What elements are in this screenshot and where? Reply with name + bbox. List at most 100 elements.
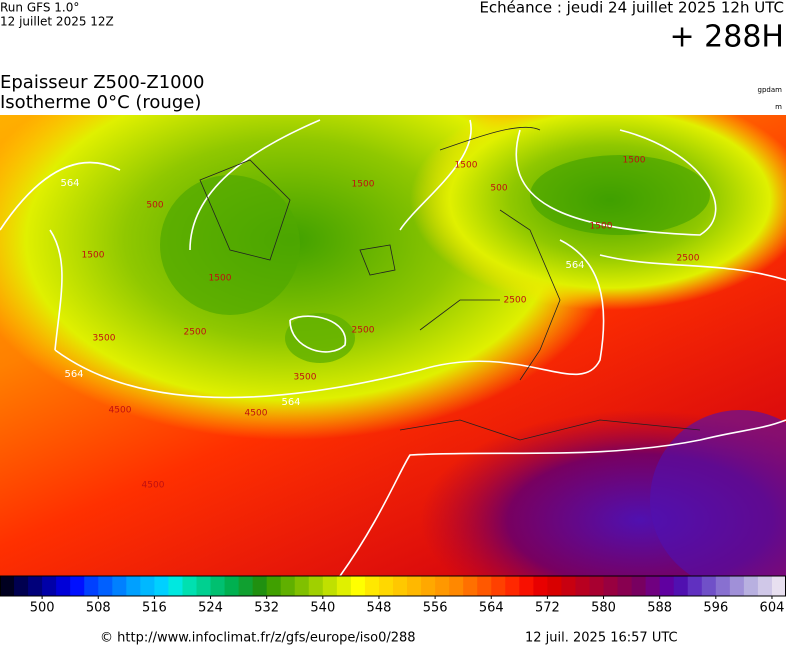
- colorbar-tick-label: 604: [760, 601, 785, 616]
- colorbar-tick-label: 516: [142, 601, 167, 616]
- colorbar-swatch: [378, 576, 394, 596]
- colorbar-swatch: [715, 576, 731, 596]
- colorbar-swatch: [561, 576, 576, 596]
- freezing-label: 4500: [109, 406, 132, 416]
- freezing-label: 1500: [623, 156, 646, 166]
- colorbar-swatch: [336, 576, 352, 596]
- freezing-label: 1500: [209, 274, 232, 284]
- colorbar-swatch: [673, 576, 689, 596]
- thickness-label: 564: [64, 369, 83, 380]
- colorbar-tick-label: 548: [367, 601, 392, 616]
- run: 12 juillet 2025 12Z: [0, 15, 114, 29]
- colorbar-swatch: [196, 576, 212, 596]
- valid-time: Echéance : jeudi 24 juillet 2025 12h UTC: [479, 0, 784, 17]
- unit: gpdam: [758, 86, 783, 94]
- footer-time: 12 juil. 2025 16:57 UTC: [525, 631, 678, 646]
- freezing-label: 1500: [455, 161, 478, 171]
- colorbar-swatch: [757, 576, 773, 596]
- colorbar-swatch: [771, 576, 786, 596]
- colorbar-swatch: [617, 576, 633, 596]
- colorbar-swatch: [224, 576, 240, 596]
- colorbar-swatch: [687, 576, 703, 596]
- colorbar-swatch: [84, 576, 99, 596]
- colorbar-tick-label: 580: [591, 601, 616, 616]
- colorbar-swatch: [603, 576, 619, 596]
- colorbar-swatch: [28, 576, 43, 596]
- freezing-label: 500: [146, 201, 163, 211]
- colorbar-swatch: [393, 576, 408, 596]
- colorbar-swatch: [280, 576, 296, 596]
- colorbar-tick-label: 556: [423, 601, 448, 616]
- colorbar-tick-label: 540: [310, 601, 335, 616]
- colorbar-swatch: [56, 576, 71, 596]
- freezing-label: 2500: [184, 328, 207, 338]
- colorbar-swatch: [701, 576, 717, 596]
- title: Epaisseur Z500-Z1000: [0, 72, 205, 93]
- colorbar-swatch: [210, 576, 226, 596]
- freezing-label: 1500: [352, 180, 375, 190]
- colorbar-swatch: [42, 576, 57, 596]
- freezing-label: 2500: [352, 326, 375, 336]
- colorbar-swatch: [350, 576, 366, 596]
- freezing-label: 1500: [82, 251, 105, 261]
- colorbar-swatch: [126, 576, 141, 596]
- colorbar-swatch: [308, 576, 324, 596]
- colorbar-swatch: [112, 576, 127, 596]
- colorbar-tick-label: 564: [479, 601, 504, 616]
- colorbar-swatch: [449, 576, 464, 596]
- colorbar-swatch: [154, 576, 169, 596]
- model: Run GFS 1.0°: [0, 1, 79, 15]
- colorbar-swatch: [519, 576, 534, 596]
- freezing-label: 4500: [245, 409, 268, 419]
- thickness-label: 564: [565, 260, 584, 271]
- map: [0, 115, 786, 576]
- colorbar-swatch: [589, 576, 605, 596]
- colorbar-swatch: [140, 576, 155, 596]
- colorbar-swatch: [266, 576, 282, 596]
- colorbar-swatch: [631, 576, 647, 596]
- colorbar-swatch: [294, 576, 310, 596]
- colorbar-swatch: [98, 576, 113, 596]
- colorbar-swatch: [491, 576, 506, 596]
- colorbar-tick-label: 524: [198, 601, 223, 616]
- colorbar-tick-label: 572: [535, 601, 560, 616]
- subtitle: Isotherme 0°C (rouge): [0, 92, 201, 113]
- colorbar-swatch: [421, 576, 436, 596]
- colorbar-swatch: [238, 576, 254, 596]
- colorbar-swatch: [407, 576, 422, 596]
- colorbar-swatch: [659, 576, 675, 596]
- contour-labels: 564 564 564 564 500 500 1500 1500 1500 1500 1500 15…: [60, 156, 699, 491]
- colorbar-swatch: [322, 576, 338, 596]
- colorbar-swatch: [14, 576, 29, 596]
- colorbar-swatch: [575, 576, 590, 596]
- thickness-label: 564: [281, 397, 300, 408]
- thickness-label: 564: [60, 178, 79, 189]
- colorbar-swatch: [505, 576, 520, 596]
- colorbar-swatch: [168, 576, 183, 596]
- colorbar-tick-label: 508: [86, 601, 111, 616]
- footer-url: © http://www.infoclimat.fr/z/gfs/europe/…: [100, 631, 416, 646]
- freezing-label: 3500: [294, 373, 317, 383]
- freezing-label: 2500: [677, 254, 700, 264]
- colorbar-swatch: [182, 576, 197, 596]
- colorbar-swatch: [645, 576, 661, 596]
- colorbar-swatch: [364, 576, 380, 596]
- colorbar-swatch: [435, 576, 450, 596]
- colorbar-swatch: [252, 576, 268, 596]
- colorbar-swatch: [729, 576, 745, 596]
- colorbar-tick-label: 532: [254, 601, 279, 616]
- colorbar-tick-label: 588: [647, 601, 672, 616]
- freezing-label: 2500: [504, 296, 527, 306]
- colorbar-swatch: [70, 576, 85, 596]
- freezing-label: 4500: [142, 481, 165, 491]
- unit: m: [775, 103, 782, 111]
- colorbar-swatch: [743, 576, 759, 596]
- colorbar-swatch: [477, 576, 492, 596]
- freezing-label: 1500: [590, 222, 613, 232]
- freezing-label: 500: [490, 184, 507, 194]
- colorbar-swatch: [547, 576, 562, 596]
- lead-time: + 288H: [670, 20, 785, 55]
- colorbar: 500 508 516 524 532 540 548 556 564 572 580 588 596 6…: [0, 575, 786, 616]
- colorbar-tick-label: 500: [30, 601, 55, 616]
